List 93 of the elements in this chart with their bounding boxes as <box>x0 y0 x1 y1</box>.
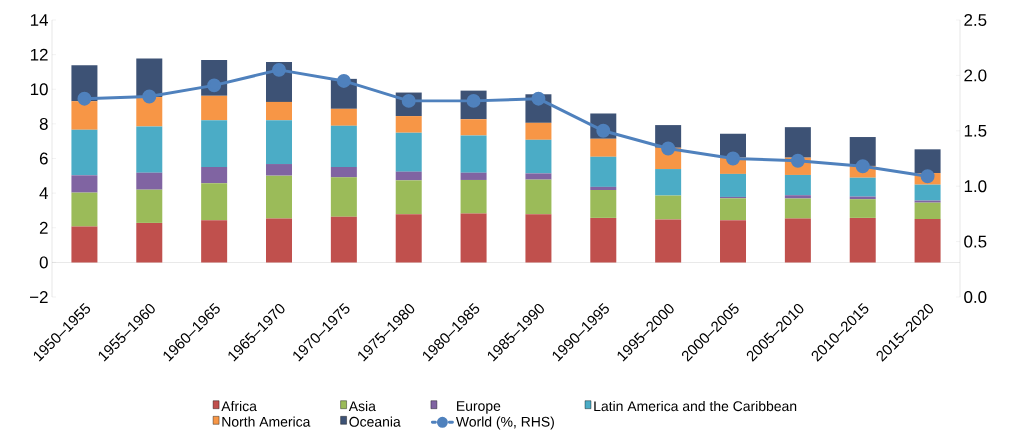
y-tick-label: 8 <box>39 117 48 130</box>
point <box>336 73 351 88</box>
y-tick-label: 14 <box>30 14 48 26</box>
bar <box>136 189 163 223</box>
bar <box>460 179 487 214</box>
bar <box>784 218 811 263</box>
point <box>272 62 286 77</box>
y2-tick-label: 1.0 <box>964 180 987 193</box>
y-tick-label: 4 <box>39 187 48 199</box>
bar <box>460 135 487 173</box>
legend-label: Europe <box>457 401 501 414</box>
legend-label: North America <box>222 416 311 427</box>
bar <box>525 139 552 174</box>
y-tick-label: 0 <box>39 256 48 269</box>
bar <box>136 126 163 173</box>
bar <box>784 198 811 219</box>
legend-label: Africa <box>221 400 257 412</box>
legend-label: Latin America and the Caribbean <box>594 400 797 412</box>
bar <box>71 101 98 130</box>
bar <box>590 186 617 191</box>
bar <box>395 214 422 263</box>
bar <box>330 108 357 126</box>
legend-label: Oceania <box>349 416 401 427</box>
bar <box>395 180 422 215</box>
bar <box>330 125 357 167</box>
bar <box>395 116 422 133</box>
bar <box>136 172 163 190</box>
bar <box>525 214 552 263</box>
bar <box>914 202 941 220</box>
legend-label: Asia <box>348 400 376 412</box>
bar <box>655 169 682 196</box>
bar <box>71 226 98 263</box>
bar <box>395 132 422 172</box>
bar <box>136 222 163 263</box>
bar <box>525 179 552 215</box>
bar <box>849 199 876 218</box>
bar <box>266 175 292 219</box>
bar <box>201 183 228 221</box>
bar <box>266 218 292 263</box>
bar <box>914 149 941 174</box>
y-tick-label: −2 <box>30 291 48 303</box>
bar <box>330 166 357 178</box>
y2-tick-label: 0.0 <box>964 291 987 303</box>
bar <box>201 220 228 263</box>
bar <box>590 138 617 157</box>
y-tick-label: 12 <box>30 48 48 61</box>
point <box>920 169 935 184</box>
bar <box>590 217 617 263</box>
bar <box>266 101 292 121</box>
bar <box>71 175 98 193</box>
bar <box>525 173 552 180</box>
bar <box>266 120 292 165</box>
y2-tick-label: 1.5 <box>964 124 987 137</box>
bar <box>71 129 98 176</box>
bar <box>201 95 228 121</box>
point <box>77 91 92 106</box>
point <box>661 141 676 156</box>
y2-tick-label: 2.5 <box>964 14 987 26</box>
bar <box>201 166 228 184</box>
bar <box>784 174 811 196</box>
bar <box>460 213 487 263</box>
y-tick-label: 6 <box>39 152 48 165</box>
bar <box>525 122 552 140</box>
bar <box>460 172 487 180</box>
bar <box>914 200 941 203</box>
bar <box>266 164 292 176</box>
bar <box>849 217 876 263</box>
bar <box>914 184 941 201</box>
bar <box>655 195 682 220</box>
bar <box>784 127 811 158</box>
y-tick-label: 10 <box>30 83 48 96</box>
bar <box>655 219 682 263</box>
bar <box>914 219 941 263</box>
point <box>855 159 870 174</box>
bar <box>330 177 357 217</box>
bar <box>720 220 747 263</box>
bar <box>201 120 228 167</box>
bar <box>460 119 487 136</box>
bar <box>395 171 422 181</box>
legend-label: World (%, RHS) <box>455 416 554 430</box>
bar <box>590 156 617 187</box>
bar <box>720 198 747 221</box>
bar <box>720 173 747 197</box>
y2-tick-label: 2.0 <box>964 69 987 82</box>
y2-tick-label: 0.5 <box>964 235 987 248</box>
bar <box>849 177 876 197</box>
point <box>142 89 157 104</box>
bar <box>784 195 811 199</box>
point <box>531 91 546 106</box>
y-tick-label: 2 <box>39 221 48 234</box>
bar <box>71 192 98 227</box>
bar <box>330 216 357 263</box>
bar <box>590 190 617 218</box>
